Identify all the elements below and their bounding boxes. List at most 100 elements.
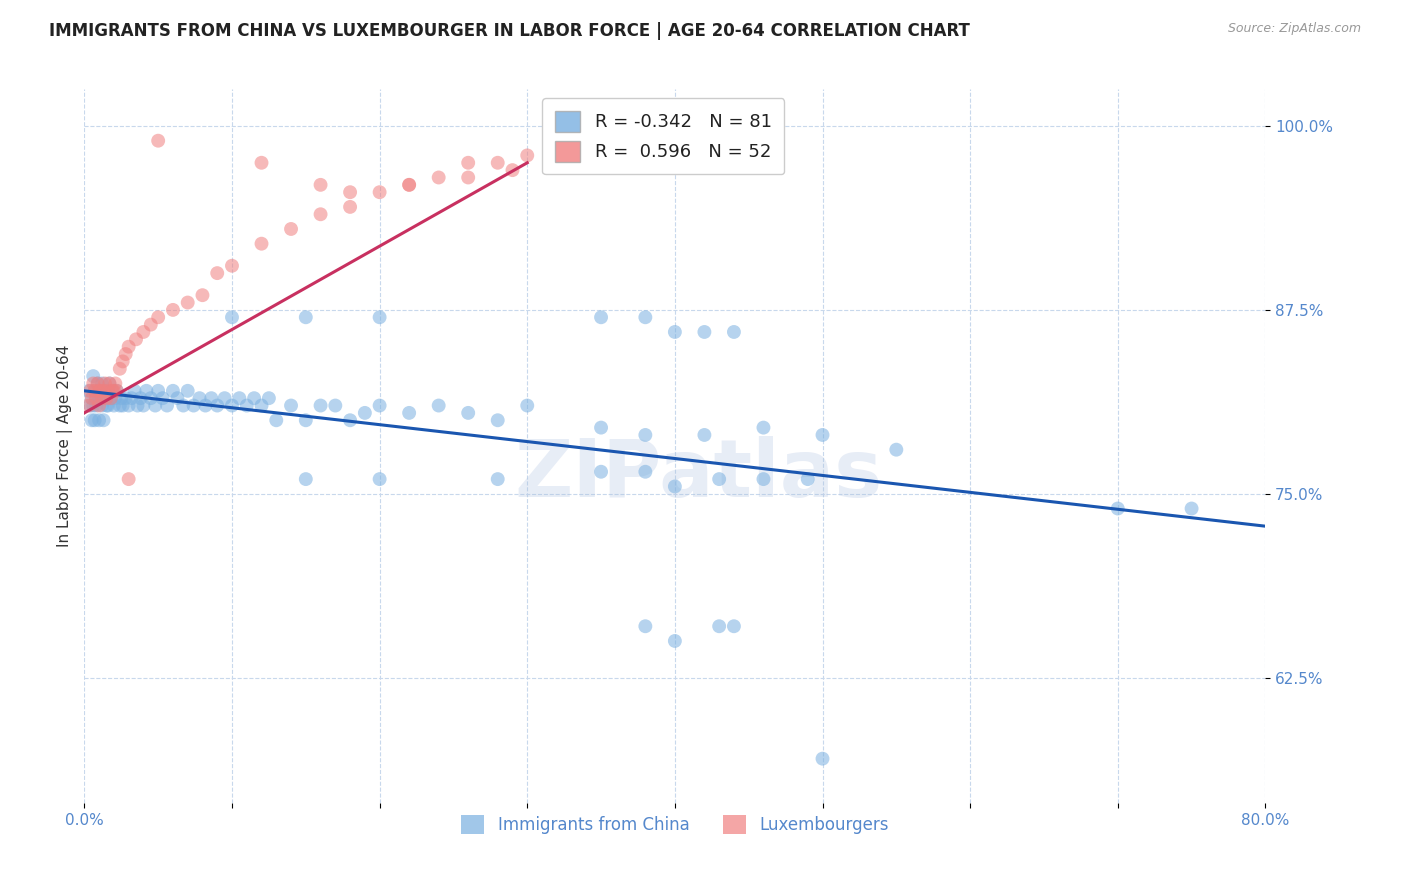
Point [152,391,174,405]
Point [94,376,117,391]
Point [80,391,103,405]
Point [162,384,184,398]
Point [83,384,105,398]
Point [295,310,318,325]
Point [132,399,155,413]
Point [398,406,420,420]
Point [135,384,157,398]
Point [634,428,657,442]
Point [752,472,775,486]
Point [295,472,318,486]
Point [257,391,280,405]
Point [886,442,908,457]
Point [339,185,361,199]
Point [148,134,170,148]
Point [309,399,332,413]
Point [114,347,136,361]
Point [148,310,170,325]
Point [325,399,347,413]
Point [96,399,118,413]
Point [693,428,716,442]
Point [295,413,318,427]
Point [91,399,114,413]
Point [118,472,141,486]
Point [97,384,120,398]
Point [177,295,200,310]
Point [183,399,205,413]
Point [723,619,745,633]
Point [162,302,184,317]
Point [634,310,657,325]
Point [207,399,229,413]
Point [93,413,115,427]
Point [101,384,124,398]
Point [100,391,122,405]
Point [84,399,107,413]
Point [80,391,103,405]
Point [96,391,118,405]
Point [91,376,114,391]
Point [309,207,332,221]
Point [457,406,479,420]
Point [87,391,111,405]
Point [87,384,111,398]
Point [139,318,162,332]
Point [591,465,613,479]
Point [309,178,332,192]
Point [723,325,745,339]
Point [87,413,111,427]
Point [516,399,538,413]
Point [177,384,200,398]
Point [250,155,273,169]
Point [80,413,103,427]
Point [811,428,834,442]
Point [104,391,127,405]
Point [82,376,104,391]
Point [166,391,188,405]
Point [110,391,132,405]
Point [127,399,149,413]
Point [221,310,243,325]
Point [93,384,115,398]
Point [664,479,686,493]
Point [96,391,118,405]
Point [87,399,111,413]
Text: IMMIGRANTS FROM CHINA VS LUXEMBOURGER IN LABOR FORCE | AGE 20-64 CORRELATION CHA: IMMIGRANTS FROM CHINA VS LUXEMBOURGER IN… [49,22,970,40]
Point [194,399,217,413]
Point [111,399,134,413]
Point [207,266,229,280]
Point [486,413,509,427]
Point [90,384,112,398]
Point [143,399,166,413]
Point [139,391,162,405]
Point [709,619,731,633]
Point [188,391,211,405]
Point [84,391,107,405]
Point [77,384,100,398]
Text: Source: ZipAtlas.com: Source: ZipAtlas.com [1227,22,1361,36]
Point [105,384,128,398]
Point [125,332,148,346]
Point [214,391,236,405]
Point [398,178,420,192]
Point [94,384,117,398]
Point [79,384,101,398]
Point [104,376,127,391]
Point [457,170,479,185]
Point [98,376,121,391]
Point [368,310,391,325]
Point [811,752,834,766]
Point [1181,501,1204,516]
Legend: Immigrants from China, Luxembourgers: Immigrants from China, Luxembourgers [451,805,898,845]
Point [250,399,273,413]
Point [250,236,273,251]
Point [82,399,104,413]
Point [108,361,131,376]
Point [591,420,613,434]
Point [118,340,141,354]
Point [86,376,108,391]
Y-axis label: In Labor Force | Age 20-64: In Labor Force | Age 20-64 [58,345,73,547]
Point [148,384,170,398]
Point [339,200,361,214]
Point [101,384,124,398]
